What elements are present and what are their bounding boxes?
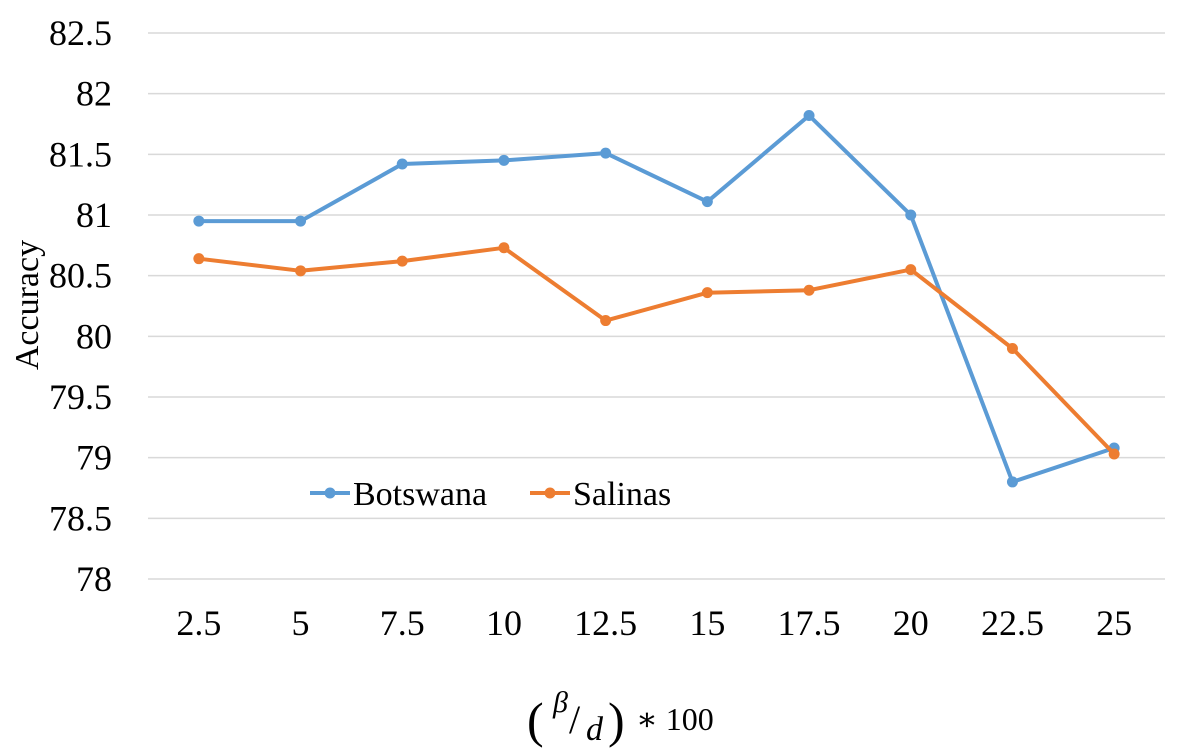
data-point-salinas	[803, 284, 815, 296]
x-axis-title-numerator: β	[552, 686, 568, 719]
data-point-botswana	[193, 215, 205, 227]
data-point-salinas	[600, 315, 612, 327]
data-point-salinas	[396, 255, 408, 267]
x-tick-label: 17.5	[778, 603, 841, 643]
y-tick-label: 81	[76, 195, 112, 235]
legend-label: Botswana	[353, 476, 487, 513]
series-line-salinas	[196, 245, 1117, 456]
x-axis-title-close-paren: )	[608, 692, 625, 748]
y-axis-title: Accuracy	[9, 240, 46, 370]
y-tick-label: 81.5	[49, 134, 112, 174]
data-point-botswana	[295, 215, 307, 227]
x-tick-label: 20	[893, 603, 929, 643]
y-axis-tick-labels: 82.5 82 81.5 81 80.5 80 79.5 79 78.5 78	[49, 13, 112, 599]
gridlines	[148, 32, 1165, 580]
x-axis-title-multiplier: ∗ 100	[636, 701, 714, 737]
x-axis-title: ( β / d ) ∗ 100	[527, 686, 714, 748]
data-point-salinas	[295, 265, 307, 277]
series-salinas	[193, 242, 1120, 460]
legend-item-botswana: Botswana	[310, 476, 487, 513]
data-point-botswana	[701, 196, 713, 208]
data-point-botswana	[498, 154, 510, 166]
x-axis-title-slash: /	[569, 697, 581, 742]
x-tick-label: 10	[486, 603, 522, 643]
series-layer	[193, 110, 1120, 488]
data-point-salinas	[1108, 448, 1120, 460]
legend-label: Salinas	[573, 476, 671, 513]
x-tick-label: 25	[1096, 603, 1132, 643]
data-point-salinas	[498, 242, 510, 254]
x-tick-label: 2.5	[176, 603, 221, 643]
y-tick-label: 78	[76, 559, 112, 599]
y-tick-label: 78.5	[49, 498, 112, 538]
data-point-salinas	[1006, 342, 1018, 354]
data-point-salinas	[193, 253, 205, 265]
x-axis-tick-labels: 2.5 5 7.5 10 12.5 15 17.5 20 22.5 25	[176, 603, 1132, 643]
x-tick-label: 7.5	[380, 603, 425, 643]
series-botswana	[193, 110, 1120, 488]
y-tick-label: 79	[76, 438, 112, 478]
y-tick-label: 82.5	[49, 13, 112, 53]
x-axis-title-denominator: d	[586, 711, 604, 748]
data-point-botswana	[600, 147, 612, 159]
x-tick-label: 5	[292, 603, 310, 643]
data-point-botswana	[1006, 476, 1018, 488]
y-tick-label: 80.5	[49, 256, 112, 296]
y-tick-label: 82	[76, 74, 112, 114]
data-point-salinas	[701, 287, 713, 299]
x-tick-label: 12.5	[574, 603, 637, 643]
x-tick-label: 22.5	[981, 603, 1044, 643]
x-axis-title-open-paren: (	[527, 692, 544, 748]
data-point-salinas	[905, 264, 917, 276]
legend-swatch-marker	[544, 487, 556, 499]
series-line-botswana	[196, 113, 1117, 484]
y-tick-label: 79.5	[49, 377, 112, 417]
data-point-botswana	[396, 158, 408, 170]
x-tick-label: 15	[689, 603, 725, 643]
legend: Botswana Salinas	[310, 476, 671, 513]
data-point-botswana	[803, 110, 815, 122]
y-tick-label: 80	[76, 316, 112, 356]
legend-swatch-marker	[324, 487, 336, 499]
legend-item-salinas: Salinas	[530, 476, 671, 513]
data-point-botswana	[905, 209, 917, 221]
